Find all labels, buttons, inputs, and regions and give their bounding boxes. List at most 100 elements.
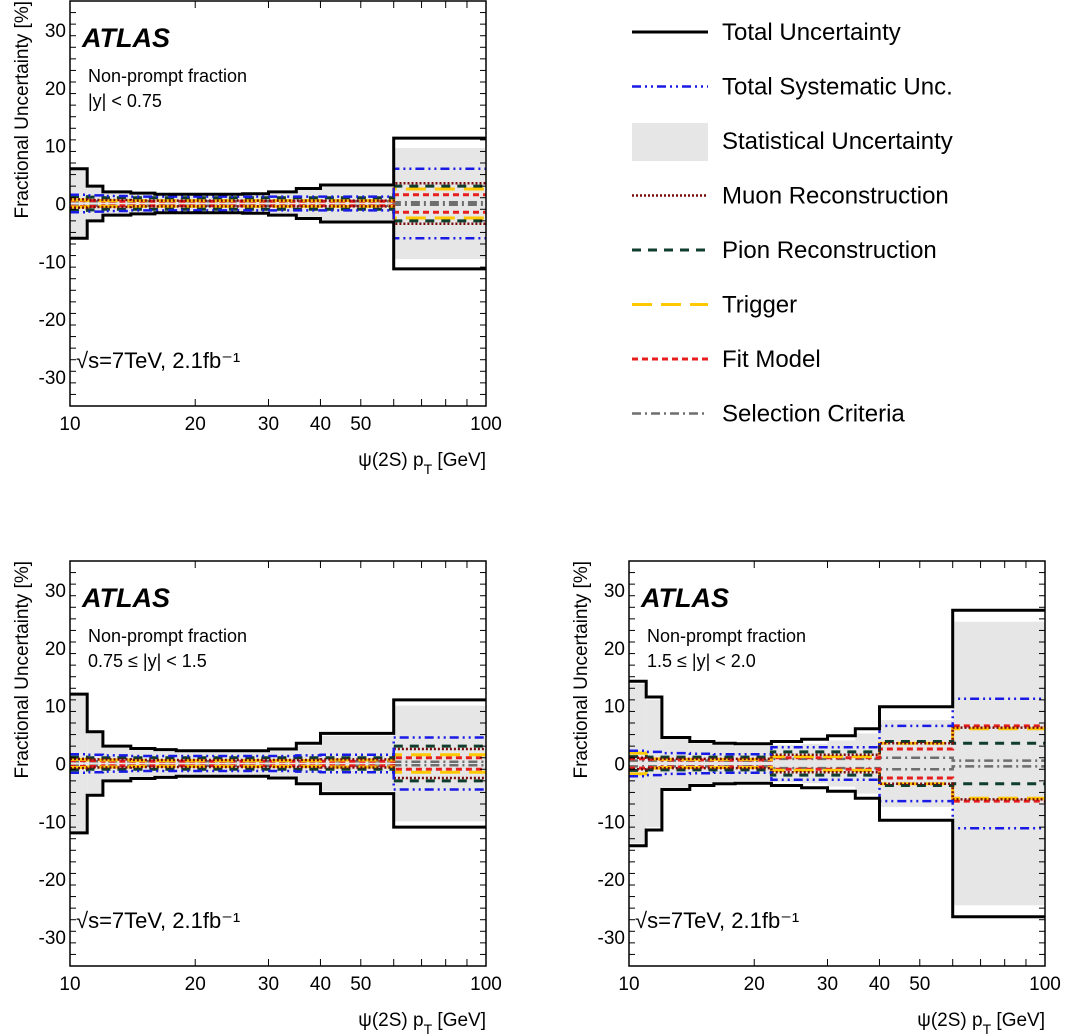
syst-upper-line bbox=[70, 736, 486, 758]
stat-band-bin bbox=[713, 744, 736, 783]
plot-frame bbox=[69, 560, 487, 967]
energy-lumi-label: √s=7TeV, 2.1fb⁻¹ bbox=[76, 908, 240, 933]
y-axis-title: Fractional Uncertainty [%] bbox=[571, 561, 592, 779]
y-axis-title: Fractional Uncertainty [%] bbox=[12, 1, 33, 219]
plot-area bbox=[70, 136, 486, 271]
x-tick-label: 50 bbox=[909, 974, 930, 995]
y-tick-label: -10 bbox=[39, 812, 66, 833]
syst-lower-line bbox=[70, 209, 486, 240]
legend-entry-sel: Selection Criteria bbox=[632, 401, 905, 428]
y-axis-title: Fractional Uncertainty [%] bbox=[12, 561, 33, 779]
pion-lower-line bbox=[629, 768, 1045, 787]
syst-lower-line bbox=[70, 769, 486, 791]
x-tick-label: 100 bbox=[1029, 974, 1061, 995]
muon-lower-line bbox=[70, 205, 486, 226]
stat-band-bin bbox=[879, 720, 953, 807]
y-tick-label: -10 bbox=[598, 812, 625, 833]
stat-band-bin bbox=[646, 699, 662, 828]
stat-band-bin bbox=[70, 169, 88, 238]
stat-band-bin bbox=[629, 683, 647, 844]
panels: -30 -20 -10 0 10 20 30 10 20 30 40 50 100 ψ(2S) pT [G… bbox=[12, 0, 1061, 1034]
stat-band-bin bbox=[320, 186, 394, 221]
legend-swatch bbox=[632, 123, 708, 161]
x-tick-label: 100 bbox=[470, 414, 502, 435]
legend-label: Muon Reconstruction bbox=[722, 183, 949, 210]
y-tick-label: 20 bbox=[45, 79, 66, 100]
y-tick-label: 0 bbox=[55, 755, 66, 776]
total-lower-line bbox=[70, 774, 486, 835]
y-tick-label: 30 bbox=[45, 581, 66, 602]
y-tick-label: -30 bbox=[598, 928, 625, 949]
muon-lower-line bbox=[70, 765, 486, 780]
y-tick-label: 10 bbox=[604, 697, 625, 718]
x-axis-title: ψ(2S) pT [GeV] bbox=[917, 1010, 1045, 1034]
legend-label: Statistical Uncertainty bbox=[722, 128, 953, 155]
plot-area bbox=[629, 608, 1045, 919]
y-tick-label: 0 bbox=[55, 195, 66, 216]
y-tick-label: -30 bbox=[39, 928, 66, 949]
y-tick-label: -20 bbox=[39, 870, 66, 891]
stat-band-bin bbox=[130, 750, 155, 777]
total-lower-line bbox=[629, 781, 1045, 919]
stat-band-bin bbox=[689, 743, 714, 784]
stat-band-bin bbox=[87, 733, 103, 794]
panel-rapidity: 0.75 ≤ |y| < 1.5 bbox=[88, 651, 207, 671]
stat-band-bin bbox=[393, 705, 486, 822]
stat-band-bin bbox=[735, 746, 772, 781]
stat-band-bin bbox=[296, 190, 321, 217]
total-upper-line bbox=[70, 136, 486, 196]
y-tick-label: -10 bbox=[39, 252, 66, 273]
y-tick-label: 20 bbox=[45, 639, 66, 660]
legend-entry-total: Total Uncertainty bbox=[632, 19, 901, 46]
legend-entry-muon: Muon Reconstruction bbox=[632, 183, 949, 210]
legend-entry-pion: Pion Reconstruction bbox=[632, 237, 937, 264]
muon-lower-line bbox=[629, 766, 1045, 801]
x-tick-label: 40 bbox=[869, 974, 890, 995]
total-upper-line bbox=[629, 608, 1045, 746]
legend-label: Selection Criteria bbox=[722, 401, 905, 428]
stat-band-bin bbox=[70, 695, 88, 832]
energy-lumi-label: √s=7TeV, 2.1fb⁻¹ bbox=[76, 348, 240, 373]
muon-upper-line bbox=[70, 182, 486, 202]
x-axis-title: ψ(2S) pT [GeV] bbox=[358, 450, 486, 477]
stat-band-bin bbox=[87, 187, 103, 220]
y-tick-label: 0 bbox=[614, 755, 625, 776]
muon-upper-line bbox=[70, 747, 486, 762]
stat-band-bin bbox=[268, 750, 297, 777]
stat-band-bin bbox=[855, 733, 880, 794]
pion-upper-line bbox=[70, 744, 486, 760]
stat-band-bin bbox=[102, 747, 131, 780]
pion-upper-line bbox=[629, 740, 1045, 759]
stat-band-bin bbox=[952, 621, 1045, 906]
y-tick-label: -30 bbox=[39, 368, 66, 389]
energy-lumi-label: √s=7TeV, 2.1fb⁻¹ bbox=[635, 908, 799, 933]
stat-band-bin bbox=[801, 743, 828, 784]
x-tick-label: 40 bbox=[310, 974, 331, 995]
panel-subtitle: Non-prompt fraction bbox=[647, 626, 806, 646]
legend-entry-trigger: Trigger bbox=[632, 292, 797, 319]
atlas-label: ATLAS bbox=[640, 583, 729, 613]
syst-upper-line bbox=[70, 167, 486, 198]
plot-frame bbox=[628, 560, 1046, 967]
legend-label: Pion Reconstruction bbox=[722, 237, 937, 264]
atlas-label: ATLAS bbox=[81, 23, 170, 53]
y-tick-label: 30 bbox=[45, 21, 66, 42]
legend-entry-fit: Fit Model bbox=[632, 346, 821, 373]
panel-3: -30 -20 -10 0 10 20 30 10 20 30 40 50 100 ψ(2S) pT [G… bbox=[571, 560, 1061, 1034]
x-tick-label: 20 bbox=[744, 974, 765, 995]
plot-frame bbox=[69, 0, 487, 407]
x-tick-label: 20 bbox=[185, 974, 206, 995]
muon-upper-line bbox=[629, 726, 1045, 761]
y-tick-label: 30 bbox=[604, 581, 625, 602]
legend-label: Total Uncertainty bbox=[722, 19, 901, 46]
legend-label: Fit Model bbox=[722, 346, 821, 373]
panel-2: -30 -20 -10 0 10 20 30 10 20 30 40 50 100 ψ(2S) pT [G… bbox=[12, 560, 502, 1034]
x-tick-label: 10 bbox=[618, 974, 639, 995]
x-tick-label: 30 bbox=[258, 414, 279, 435]
stat-band-bin bbox=[661, 739, 690, 788]
x-tick-label: 30 bbox=[258, 974, 279, 995]
atlas-label: ATLAS bbox=[81, 583, 170, 613]
panel-1: -30 -20 -10 0 10 20 30 10 20 30 40 50 100 ψ(2S) pT [G… bbox=[12, 0, 502, 477]
plot-area bbox=[70, 692, 486, 835]
